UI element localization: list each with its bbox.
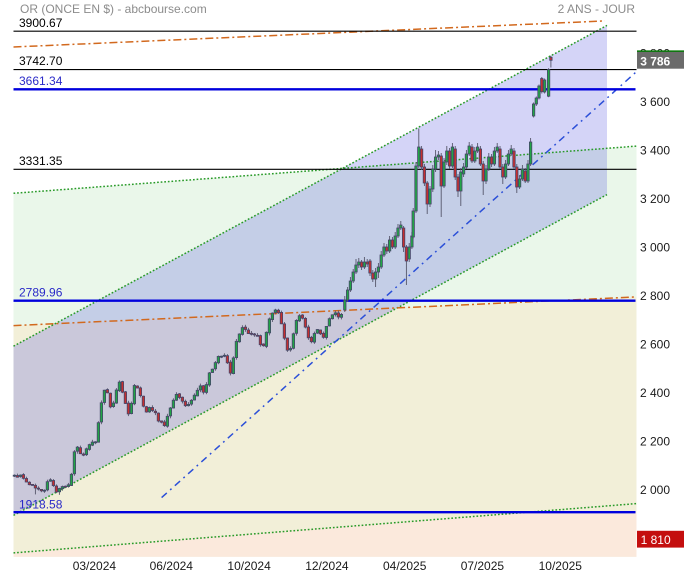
svg-text:10/2024: 10/2024 bbox=[227, 559, 271, 573]
svg-text:3 200: 3 200 bbox=[640, 192, 670, 206]
svg-text:OR (ONCE EN $) - abcbourse.com: OR (ONCE EN $) - abcbourse.com bbox=[20, 2, 207, 16]
svg-text:2 200: 2 200 bbox=[640, 435, 670, 449]
svg-text:03/2024: 03/2024 bbox=[73, 559, 117, 573]
svg-text:1918.58: 1918.58 bbox=[19, 498, 63, 512]
svg-text:12/2024: 12/2024 bbox=[305, 559, 349, 573]
svg-text:04/2025: 04/2025 bbox=[383, 559, 427, 573]
svg-text:3742.70: 3742.70 bbox=[19, 54, 63, 68]
svg-text:2 400: 2 400 bbox=[640, 386, 670, 400]
svg-text:07/2025: 07/2025 bbox=[461, 559, 505, 573]
svg-text:3 786: 3 786 bbox=[640, 54, 670, 68]
svg-text:3 400: 3 400 bbox=[640, 143, 670, 157]
svg-text:2 000: 2 000 bbox=[640, 483, 670, 497]
svg-text:10/2025: 10/2025 bbox=[539, 559, 583, 573]
svg-text:2789.96: 2789.96 bbox=[19, 286, 63, 300]
svg-text:3 600: 3 600 bbox=[640, 95, 670, 109]
svg-text:3 000: 3 000 bbox=[640, 241, 670, 255]
svg-text:3331.35: 3331.35 bbox=[19, 154, 63, 168]
svg-text:06/2024: 06/2024 bbox=[150, 559, 194, 573]
svg-text:2 800: 2 800 bbox=[640, 289, 670, 303]
svg-text:1 810: 1 810 bbox=[641, 533, 671, 547]
svg-text:3661.34: 3661.34 bbox=[19, 74, 63, 88]
svg-text:2 600: 2 600 bbox=[640, 338, 670, 352]
svg-text:3900.67: 3900.67 bbox=[19, 16, 63, 30]
svg-text:2 ANS - JOUR: 2 ANS - JOUR bbox=[558, 2, 636, 16]
